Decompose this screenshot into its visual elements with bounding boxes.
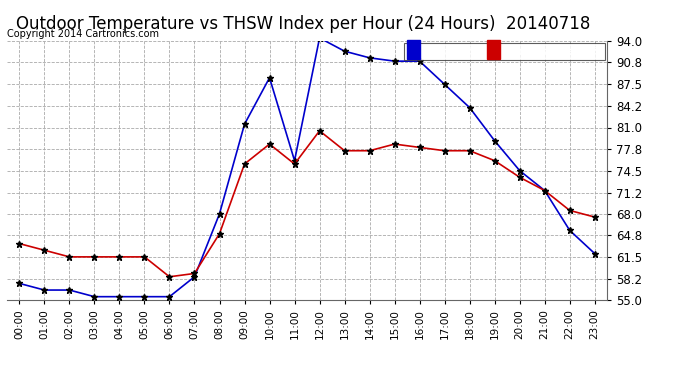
Legend: THSW  (°F), Temperature  (°F): THSW (°F), Temperature (°F) — [404, 44, 605, 60]
Text: Copyright 2014 Cartronics.com: Copyright 2014 Cartronics.com — [7, 28, 159, 39]
Text: Outdoor Temperature vs THSW Index per Hour (24 Hours)  20140718: Outdoor Temperature vs THSW Index per Ho… — [17, 15, 591, 33]
